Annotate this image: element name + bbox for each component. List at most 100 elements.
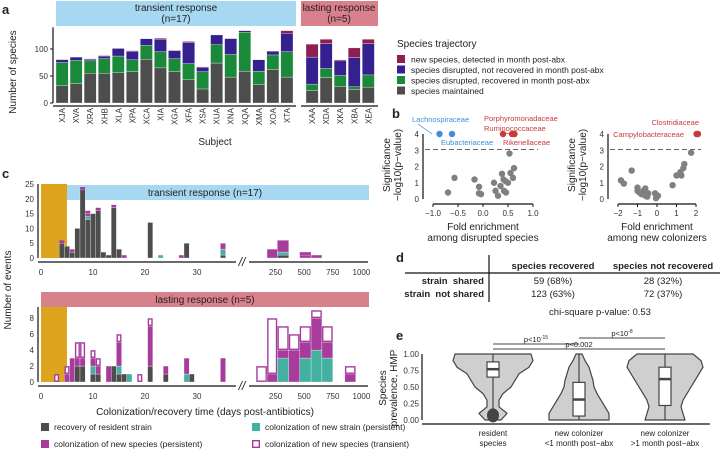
panel-e-chart: Species prevalence, HMP 0.00 0.25 0.50 0.75… [378, 329, 710, 448]
panel-a-ylabel: Number of species [8, 30, 19, 113]
event-bar-new-species-transient [277, 326, 289, 350]
bar-XQA-recovered [238, 32, 251, 72]
ytick-label: 0.25 [403, 400, 419, 409]
event-bar-new-species-transient [322, 326, 333, 343]
ytick-label: 3 [600, 146, 605, 155]
event-bar-new-strain [220, 248, 226, 256]
cell-shared-not-recovered: 28 (32%) [644, 276, 683, 287]
event-bar-new-species-persistent [116, 341, 122, 367]
bar-XIA-recovered [154, 51, 167, 69]
panel-d-table: species recovered species not recovered … [404, 255, 720, 318]
scatter-point [678, 172, 685, 179]
bar-XCA-not_recovered [140, 38, 153, 46]
legend-label: colonization of new strain (persistent) [265, 422, 405, 432]
xtick-label: 30 [193, 392, 202, 401]
bar-XTA-maintained [280, 76, 294, 104]
family-label: Eubacteriaceae [441, 138, 493, 147]
xtick-label: 0 [39, 392, 44, 401]
scatter-point [507, 169, 514, 177]
panel-label-a: a [2, 2, 10, 17]
ytick-label: 0 [30, 378, 35, 387]
event-bar-new-species-persistent [163, 365, 169, 375]
group-label-line1: resident [479, 429, 508, 438]
family-label: Lachnospiraceae [412, 115, 469, 124]
panel-a-chart: transient response (n=17) lasting respon… [8, 1, 605, 148]
ytick-label: 2 [415, 163, 420, 172]
bar-XKA-new [333, 59, 347, 62]
scatter-point [628, 167, 635, 174]
bar-XAA-maintained [305, 90, 319, 104]
legend-label: species disrupted, not recovered in mont… [411, 65, 605, 75]
outlier-cluster [487, 408, 499, 423]
subject-label: XFA [185, 107, 194, 123]
bar-XOA-recovered [266, 54, 280, 70]
event-bar-new-species-transient [344, 366, 356, 374]
bar-XSA-recovered [196, 71, 209, 90]
event-bar-new-species-persistent [277, 240, 289, 253]
xtick-label: 250 [269, 392, 283, 401]
event-bar-resident [111, 365, 117, 383]
legend-swatch [252, 423, 260, 431]
bar-XTA-new [280, 30, 294, 34]
subject-label: XOA [269, 107, 278, 125]
bar-XPA-new [126, 50, 139, 52]
event-bar-new-species-transient [267, 318, 278, 374]
legend-swatch [41, 440, 49, 448]
bar-XKA-not_recovered [333, 60, 347, 76]
bar-XUA-not_recovered [210, 34, 223, 45]
bar-XPA-maintained [126, 71, 139, 104]
event-bar-resident [147, 365, 153, 383]
xtick-label: 10 [89, 268, 98, 277]
bar-XPA-not_recovered [126, 51, 139, 60]
ytick-label: 2 [600, 163, 605, 172]
legend-title: Species trajectory [397, 39, 476, 50]
scatter-point [654, 192, 662, 199]
group-label-line2: >1 month post−abx [631, 439, 700, 448]
comparison-label: p<10-8 [611, 329, 633, 338]
transient-strip-line2: (n=17) [161, 14, 190, 25]
bar-XSA-not_recovered [196, 67, 209, 72]
cell-notshared-recovered: 123 (63%) [531, 289, 575, 300]
row-header-not-shared: strain not shared [404, 289, 484, 300]
panel-b-xlabel1: Fold enrichment [621, 222, 693, 233]
event-bar-new-species-persistent [95, 365, 101, 375]
bar-XVA-recovered [69, 60, 83, 84]
subject-label: XGA [171, 107, 180, 125]
bar-XJA-maintained [55, 85, 69, 104]
bar-XQA-maintained [238, 70, 251, 104]
subject-label: XNA [227, 107, 236, 124]
event-bar-new-species-transient [59, 240, 65, 244]
event-bar-resident [69, 251, 75, 259]
label-leader [502, 132, 517, 135]
cell-shared-recovered: 59 (68%) [534, 276, 573, 287]
ytick-label: 10 [25, 224, 34, 233]
event-bar-resident [90, 213, 96, 259]
subject-label: XPA [128, 107, 137, 123]
panel-label-e: e [396, 328, 403, 343]
bar-XDA-maintained [319, 77, 333, 104]
scatter-point [497, 182, 504, 190]
scatter-point [687, 149, 695, 156]
event-bar-new-species-persistent [79, 357, 86, 367]
xtick-label: 0.0 [477, 209, 489, 218]
group-label-line1: new colonizer [555, 429, 604, 438]
xtick-label: 750 [326, 392, 340, 401]
ytick-label: 0.75 [403, 367, 419, 376]
ytick-label: 50 [39, 72, 48, 81]
ytick-label: 0 [30, 254, 35, 263]
xtick-label: 250 [269, 268, 283, 277]
event-bar-resident [116, 373, 122, 383]
xtick-label: −0.5 [450, 209, 466, 218]
bar-XLA-not_recovered [112, 48, 125, 57]
event-bar-resident [147, 222, 153, 259]
bar-XSA-maintained [196, 88, 209, 104]
labeled-point-Porphyromonadaceae [499, 130, 507, 138]
legend-swatch [397, 65, 405, 74]
bar-XCA-maintained [140, 59, 153, 104]
event-bar-resident [59, 243, 65, 259]
ytick-label: 25 [25, 180, 34, 189]
scatter-point [498, 170, 506, 178]
event-bar-new-strain [277, 251, 289, 256]
event-bar-new-species-persistent [310, 318, 323, 351]
